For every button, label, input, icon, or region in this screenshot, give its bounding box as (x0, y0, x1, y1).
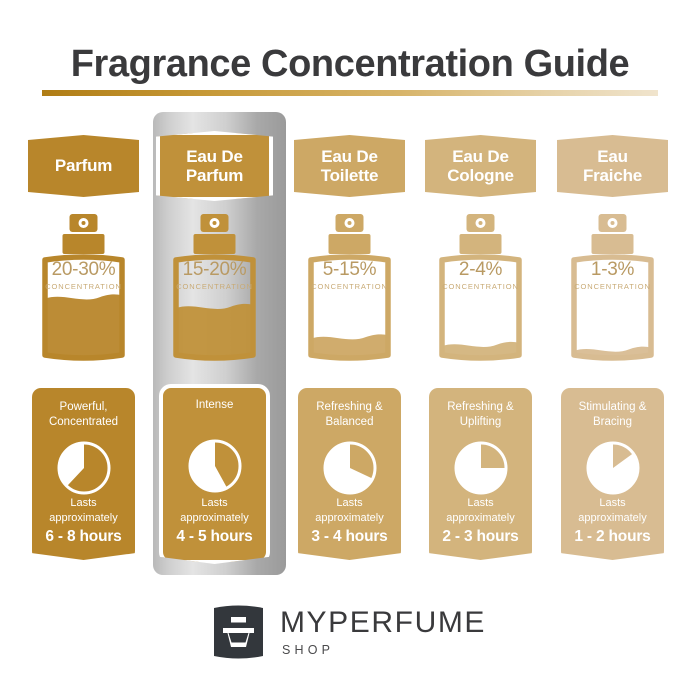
card-descriptor: Refreshing & Uplifting (447, 401, 514, 428)
brand-name-sub: SHOP (281, 642, 335, 657)
duration-value: 4 - 5 hours (176, 528, 253, 545)
perfume-bottle-eau-fraiche: 1-3% CONCENTRATION (557, 212, 668, 370)
description-card-eau-de-toilette[interactable]: Refreshing & Balanced Lasts approximately 3 … (298, 388, 401, 560)
description-card-parfum[interactable]: Powerful, Concentrated Lasts approximately 6… (32, 388, 135, 560)
lasts-prefix-text: Lasts approximately (180, 497, 249, 524)
column-header-eau-de-parfum[interactable]: Eau De Parfum (156, 131, 273, 201)
perfume-bottle-eau-de-toilette: 5-15% CONCENTRATION (294, 212, 405, 370)
column-header-eau-de-toilette[interactable]: Eau De Toilette (294, 135, 405, 197)
lasts-prefix-text: Lasts approximately (315, 497, 384, 524)
perfume-bottle-parfum: 20-30% CONCENTRATION (28, 212, 139, 370)
title-underline-rule (42, 90, 658, 96)
perfume-bottle-eau-de-parfum: 15-20% CONCENTRATION (159, 212, 270, 370)
description-card-eau-de-parfum[interactable]: Intense Lasts approximately 4 - 5 hours (159, 384, 270, 564)
duration-pie-chart (188, 439, 241, 493)
brand-logo: MYPERFUME SHOP (0, 603, 700, 661)
lasts-prefix-text: Lasts approximately (578, 497, 647, 524)
card-descriptor: Powerful, Concentrated (48, 401, 119, 428)
duration-pie-chart (57, 441, 110, 495)
column-header-eau-fraiche[interactable]: Eau Fraiche (557, 135, 668, 197)
duration-pie-chart (586, 441, 639, 495)
duration-value: 3 - 4 hours (311, 528, 388, 545)
column-header-label: Parfum (54, 156, 113, 176)
description-card-eau-fraiche[interactable]: Stimulating & Bracing Lasts approximately 1 … (561, 388, 664, 560)
column-header-parfum[interactable]: Parfum (28, 135, 139, 197)
brand-wordmark: MYPERFUME SHOP (279, 605, 487, 657)
card-descriptor: Stimulating & Bracing (578, 401, 647, 428)
column-header-label: Eau De Toilette (320, 146, 379, 185)
duration-value: 6 - 8 hours (45, 528, 122, 545)
column-header-label: Eau De Cologne (447, 146, 514, 185)
lasts-prefix-text: Lasts approximately (446, 497, 515, 524)
column-header-label: Eau De Parfum (185, 146, 244, 185)
card-descriptor: Refreshing & Balanced (316, 401, 383, 428)
card-descriptor: Intense (195, 399, 234, 411)
duration-value: 2 - 3 hours (442, 528, 519, 545)
duration-pie-chart (323, 441, 376, 495)
brand-name-main: MYPERFUME (279, 605, 487, 639)
duration-value: 1 - 2 hours (574, 528, 651, 545)
page-title: Fragrance Concentration Guide (70, 43, 630, 85)
column-header-eau-de-cologne[interactable]: Eau De Cologne (425, 135, 536, 197)
lasts-prefix-text: Lasts approximately (49, 497, 118, 524)
perfume-bottle-eau-de-cologne: 2-4% CONCENTRATION (425, 212, 536, 370)
perfume-bottle-logo-icon (213, 603, 263, 661)
description-card-eau-de-cologne[interactable]: Refreshing & Uplifting Lasts approximately 2… (429, 388, 532, 560)
duration-pie-chart (454, 441, 507, 495)
column-header-label: Eau Fraiche (582, 146, 643, 185)
